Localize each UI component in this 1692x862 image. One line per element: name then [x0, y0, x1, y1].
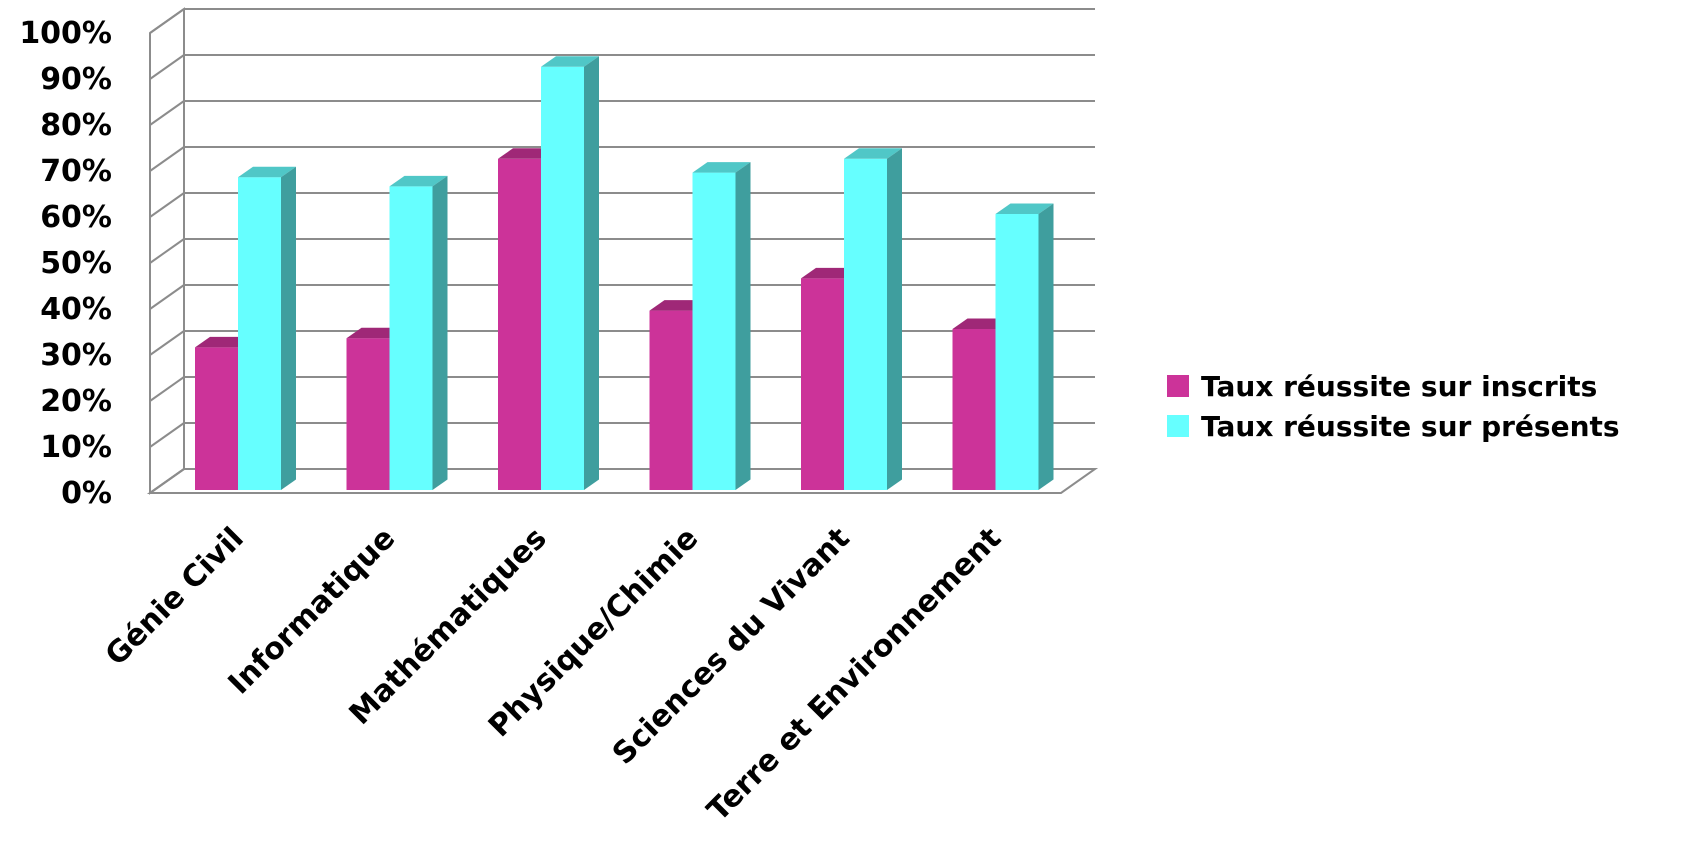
bar-side: [1038, 203, 1054, 490]
legend-swatch: [1167, 375, 1189, 397]
legend-label: Taux réussite sur inscrits: [1201, 370, 1597, 403]
gridline-diagonal: [149, 146, 185, 172]
gridline-diagonal: [149, 376, 185, 402]
y-tick-label: 60%: [40, 200, 112, 235]
gridline-diagonal: [149, 468, 185, 494]
y-tick-label: 50%: [40, 246, 112, 281]
bar-front: [498, 158, 541, 491]
bar-front: [649, 310, 693, 490]
bar-top: [995, 203, 1054, 214]
x-tick-label: Génie Civil: [99, 521, 251, 673]
bar-front: [346, 338, 390, 490]
y-tick-label: 30%: [40, 338, 112, 373]
bar-front: [195, 347, 238, 490]
legend: Taux réussite sur inscrits Taux réussite …: [1167, 370, 1620, 443]
bar-side: [584, 56, 599, 491]
legend-item: Taux réussite sur inscrits: [1167, 370, 1597, 403]
y-tick-label: 0%: [61, 476, 112, 511]
bar-front: [692, 172, 736, 490]
bar: [541, 56, 599, 491]
y-tick-label: 40%: [40, 292, 112, 327]
gridline-diagonal: [149, 192, 185, 218]
bar-side: [432, 175, 448, 490]
bar: [844, 148, 902, 491]
gridline-diagonal: [149, 8, 185, 34]
y-tick-label: 20%: [40, 384, 112, 419]
bar-front: [238, 177, 281, 490]
bar-top: [844, 148, 902, 159]
legend-label: Taux réussite sur présents: [1201, 410, 1620, 443]
gridline-diagonal: [149, 422, 185, 448]
gridline-diagonal: [149, 100, 185, 126]
bar-top: [238, 166, 296, 178]
bar-front: [389, 186, 433, 490]
y-tick-label: 90%: [40, 62, 112, 97]
y-axis-ticks: 0% 10% 20% 30% 40% 50% 60% 70% 80% 90% 100%: [19, 16, 112, 511]
bar-front: [995, 214, 1039, 490]
bar-side: [735, 162, 751, 490]
bar-side: [281, 166, 296, 490]
gridline-diagonal: [149, 284, 185, 310]
y-tick-label: 80%: [40, 108, 112, 143]
bar: [238, 166, 296, 490]
y-tick-label: 100%: [19, 16, 112, 51]
y-tick-label: 10%: [40, 430, 112, 465]
bar-top: [389, 175, 448, 187]
gridlines: [149, 8, 1095, 494]
bar-front: [541, 66, 584, 491]
bar-front: [952, 329, 996, 490]
bar-front: [801, 278, 844, 490]
y-tick-label: 70%: [40, 154, 112, 189]
bar-top: [692, 162, 751, 173]
bar-front: [844, 158, 887, 491]
bar: [995, 203, 1054, 490]
legend-swatch: [1167, 415, 1189, 437]
bar-top: [541, 56, 599, 67]
gridline-diagonal: [149, 54, 185, 80]
bar: [389, 175, 448, 490]
bar-side: [887, 148, 902, 491]
legend-item: Taux réussite sur présents: [1167, 410, 1620, 443]
x-tick-label: Terre et Environnement: [701, 521, 1008, 828]
x-axis-labels: Génie CivilInformatiqueMathématiquesPhys…: [99, 521, 1008, 828]
gridline-diagonal: [149, 238, 185, 264]
bars: [195, 56, 1054, 491]
bar: [692, 162, 751, 490]
gridline-diagonal: [149, 330, 185, 356]
